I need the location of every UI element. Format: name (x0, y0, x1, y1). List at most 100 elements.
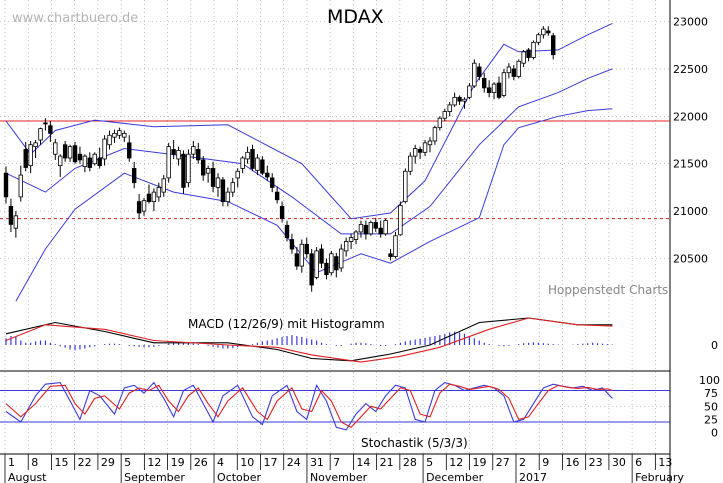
candle-body (536, 34, 541, 43)
price-tick-label: 20500 (673, 253, 708, 266)
candle-body (53, 142, 58, 155)
date-tick-label: 14 (356, 456, 370, 469)
candle-body (319, 248, 324, 264)
candle-body (146, 193, 152, 203)
candle-body (279, 205, 285, 220)
candle-body (112, 132, 117, 138)
candle-body (551, 35, 556, 56)
levels-layer (0, 120, 670, 220)
candle-body (339, 248, 344, 269)
candle-body (412, 148, 418, 157)
date-tick-label: 24 (287, 456, 301, 469)
price-tick-label: 21000 (673, 205, 708, 218)
candle-body (516, 60, 521, 77)
candle-body (531, 41, 536, 58)
month-label: September (124, 471, 185, 483)
candle-body (348, 237, 354, 242)
candle-body (230, 182, 235, 193)
candle-body (33, 142, 38, 148)
candle-body (151, 191, 157, 203)
candle-body (166, 146, 171, 179)
candle-body (171, 149, 176, 155)
macd-title: MACD (12/26/9) mit Histogramm (188, 317, 385, 331)
candle-body (358, 223, 364, 233)
candle-body (3, 172, 9, 198)
candle-body (477, 66, 482, 77)
date-tick-label: 31 (310, 456, 324, 469)
candle-body (393, 235, 398, 258)
date-tick-label: 22 (78, 456, 92, 469)
candle-body (77, 153, 83, 161)
date-tick-label: 2 (519, 456, 526, 469)
candle-body (58, 155, 63, 166)
candle-body (526, 49, 531, 58)
price-tick-label: 21500 (673, 158, 708, 171)
date-tick-label: 15 (54, 456, 68, 469)
candle-body (546, 30, 551, 34)
date-tick-label: 26 (194, 456, 208, 469)
candle-body (176, 150, 181, 160)
date-tick-label: 23 (589, 456, 603, 469)
candle-body (127, 142, 132, 159)
candle-body (87, 157, 93, 168)
stoch-tick-label: 100 (699, 374, 720, 387)
date-tick-label: 17 (263, 456, 277, 469)
candle-body (220, 179, 226, 203)
candle-body (452, 96, 457, 106)
candle-body (8, 205, 14, 225)
candle-body (270, 177, 275, 188)
candle-body (284, 224, 290, 239)
candle-body (131, 168, 137, 184)
candle-body (48, 125, 53, 134)
date-tick-label: 19 (473, 456, 487, 469)
candle-body (97, 157, 102, 166)
date-tick-label: 7 (333, 456, 340, 469)
date-tick-label: 12 (147, 456, 161, 469)
candle-body (324, 262, 329, 276)
candle-body (482, 77, 487, 89)
candle-body (368, 222, 374, 235)
candle-body (38, 128, 43, 141)
macd-signal-line (5, 317, 613, 363)
candle-body (541, 28, 546, 36)
candle-body (373, 222, 378, 229)
month-label: October (217, 471, 261, 483)
date-tick-label: 10 (240, 456, 254, 469)
candle-body (92, 153, 97, 165)
candle-body (141, 200, 147, 212)
stoch-tick-label: 50 (704, 400, 718, 413)
candle-body (314, 250, 319, 278)
date-tick-label: 13 (658, 456, 672, 469)
stoch-tick-label: 25 (704, 413, 718, 426)
candle-body (437, 117, 443, 129)
stoch-title-bg (358, 435, 462, 450)
candle-body (255, 157, 260, 171)
candle-body (309, 253, 314, 286)
bollinger-lower-line (15, 108, 613, 302)
credit-label: Hoppenstedt Charts (548, 283, 668, 297)
date-tick-label: 1 (8, 456, 15, 469)
date-tick-label: 27 (496, 456, 510, 469)
candle-body (457, 96, 462, 102)
candle-body (196, 149, 201, 161)
candles-layer (3, 26, 556, 292)
price-tick-label: 23000 (673, 16, 708, 29)
date-tick-label: 5 (426, 456, 433, 469)
candle-body (427, 140, 433, 146)
panel-frames (0, 0, 671, 483)
candle-body (294, 253, 300, 267)
axis-layer: 2300022500220002150021000205000100755025… (4, 16, 720, 483)
month-label: November (310, 471, 368, 483)
candle-body (102, 138, 107, 160)
candle-body (28, 144, 33, 166)
candle-body (260, 159, 265, 174)
candle-body (472, 62, 477, 87)
candle-body (250, 149, 255, 169)
bollinger-upper-line (5, 22, 613, 220)
stoch-k-line (5, 381, 613, 431)
candle-body (265, 172, 270, 178)
candle-body (511, 68, 516, 77)
price-tick-label: 22000 (673, 110, 708, 123)
